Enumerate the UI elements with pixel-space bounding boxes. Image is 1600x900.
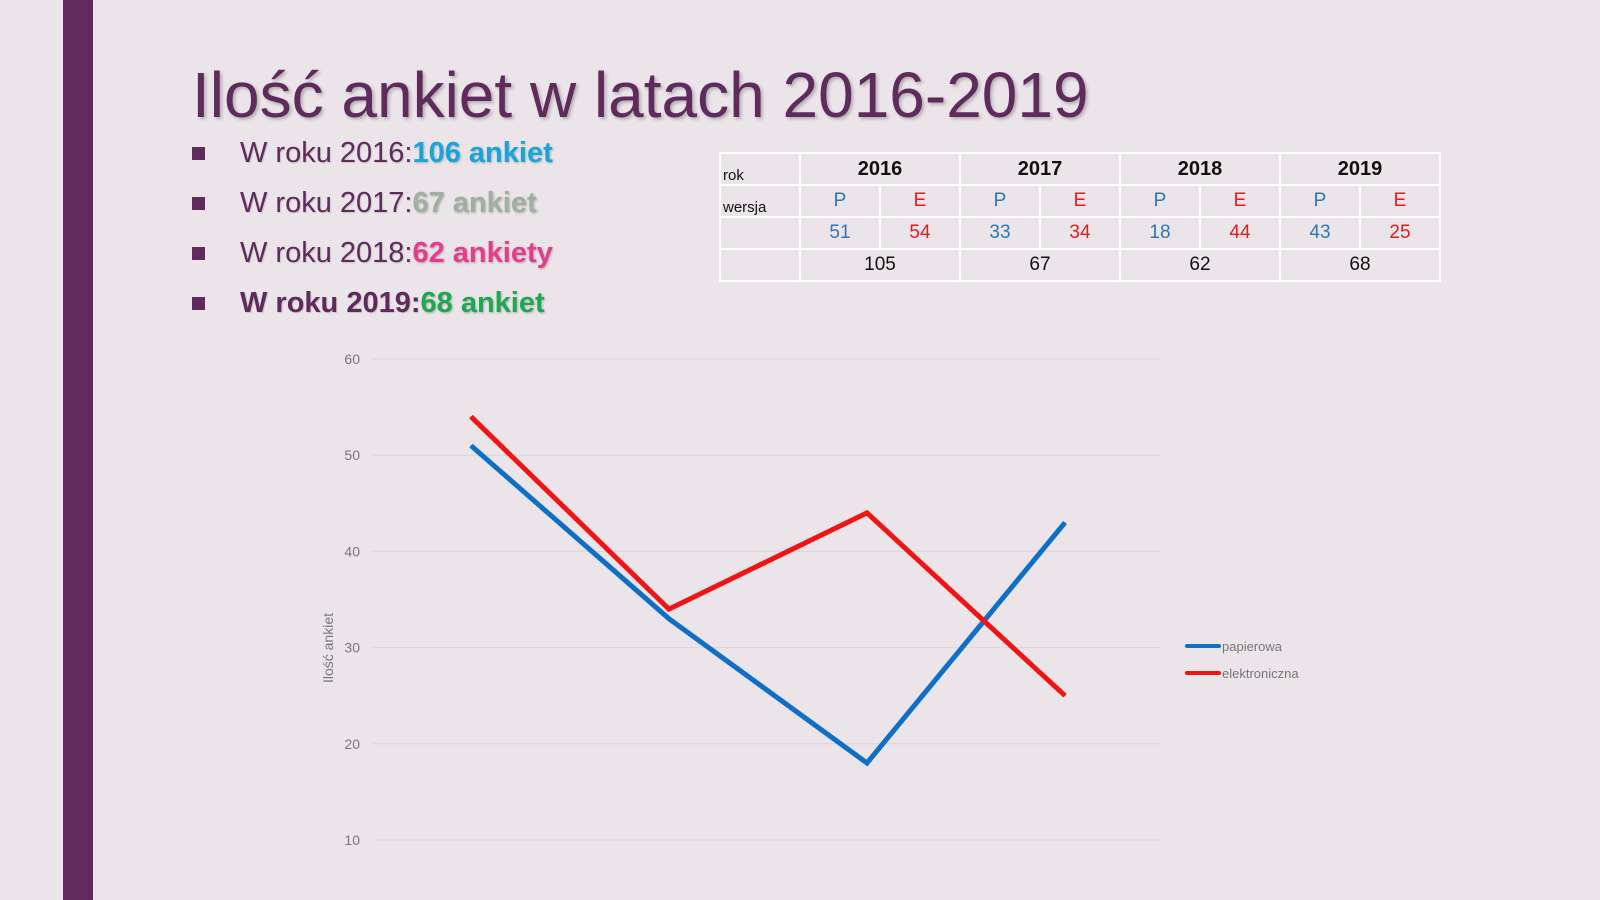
bullet-label: W roku 2018:	[240, 236, 413, 269]
table-row-years: rok 2016 2017 2018 2019	[719, 152, 1441, 186]
data-point-elektroniczna	[470, 416, 472, 418]
table-year-cell: 2019	[1279, 152, 1441, 186]
data-point-elektroniczna	[1064, 695, 1066, 697]
table-count-cell: 18	[1119, 216, 1201, 250]
table-empty-cell	[719, 216, 801, 250]
table-version-cell: E	[1199, 184, 1281, 218]
bullet-item-2018: W roku 2018: 62 ankiety	[192, 228, 553, 278]
table-year-cell: 2017	[959, 152, 1121, 186]
data-point-papierowa	[866, 762, 868, 764]
table-row-label-version: wersja	[719, 184, 801, 218]
data-point-papierowa	[470, 445, 472, 447]
bullet-square-icon	[192, 196, 205, 210]
table-row-totals: 105 67 62 68	[719, 248, 1441, 282]
bullet-item-2019: W roku 2019: 68 ankiet	[192, 278, 553, 328]
table-count-cell: 51	[799, 216, 881, 250]
bullet-square-icon	[192, 296, 205, 310]
table-total-cell: 67	[959, 248, 1121, 282]
bullet-square-icon	[192, 246, 205, 260]
table-row-versions: wersja P E P E P E P E	[719, 184, 1441, 218]
table-row-label-year: rok	[719, 152, 801, 186]
bullet-label: W roku 2016:	[240, 136, 413, 169]
bullet-value: 68 ankiet	[420, 286, 545, 319]
y-tick-label: 50	[344, 447, 360, 463]
y-tick-label: 40	[344, 543, 360, 559]
data-point-elektroniczna	[668, 608, 670, 610]
table-total-cell: 62	[1119, 248, 1281, 282]
bullet-value: 106 ankiet	[412, 136, 553, 169]
series-line-papierowa	[469, 443, 1067, 767]
table-count-cell: 54	[879, 216, 961, 250]
table-version-cell: P	[799, 184, 881, 218]
table-total-cell: 105	[799, 248, 961, 282]
y-tick-label: 20	[344, 736, 360, 752]
table-version-cell: P	[1279, 184, 1361, 218]
data-point-papierowa	[668, 618, 670, 620]
bullet-label: W roku 2017:	[240, 186, 413, 219]
table-empty-cell	[719, 248, 801, 282]
y-tick-label: 10	[344, 832, 360, 848]
bullet-item-2017: W roku 2017: 67 ankiet	[192, 178, 553, 228]
bullet-square-icon	[192, 146, 205, 160]
slide-title: Ilość ankiet w latach 2016-2019	[192, 59, 1089, 131]
y-tick-label: 30	[344, 640, 360, 656]
table-version-cell: P	[1119, 184, 1201, 218]
y-tick-label: 60	[344, 351, 360, 367]
table-count-cell: 25	[1359, 216, 1441, 250]
table-count-cell: 44	[1199, 216, 1281, 250]
bullet-label: W roku 2019:	[240, 286, 421, 319]
table-version-cell: P	[959, 184, 1041, 218]
data-point-elektroniczna	[866, 512, 868, 514]
data-point-papierowa	[1064, 522, 1066, 524]
table-count-cell: 33	[959, 216, 1041, 250]
series-line-elektroniczna	[469, 414, 1067, 698]
table-version-cell: E	[1359, 184, 1441, 218]
bullet-value: 62 ankiety	[412, 236, 553, 269]
y-axis-title: Ilość ankiet	[320, 613, 336, 683]
bullet-list: W roku 2016: 106 ankiet W roku 2017: 67 …	[192, 128, 553, 328]
survey-table: rok 2016 2017 2018 2019 wersja P E P E P…	[719, 152, 1441, 282]
table-year-cell: 2016	[799, 152, 961, 186]
table-total-cell: 68	[1279, 248, 1441, 282]
legend-label-elektroniczna: elektroniczna	[1222, 666, 1299, 681]
table-count-cell: 43	[1279, 216, 1361, 250]
table-version-cell: E	[879, 184, 961, 218]
table-row-counts: 51 54 33 34 18 44 43 25	[719, 216, 1441, 250]
bullet-item-2016: W roku 2016: 106 ankiet	[192, 128, 553, 178]
legend-label-papierowa: papierowa	[1222, 639, 1283, 654]
bullet-value: 67 ankiet	[412, 186, 537, 219]
side-accent-bar	[63, 0, 93, 900]
table-year-cell: 2018	[1119, 152, 1281, 186]
table-version-cell: E	[1039, 184, 1121, 218]
table-count-cell: 34	[1039, 216, 1121, 250]
